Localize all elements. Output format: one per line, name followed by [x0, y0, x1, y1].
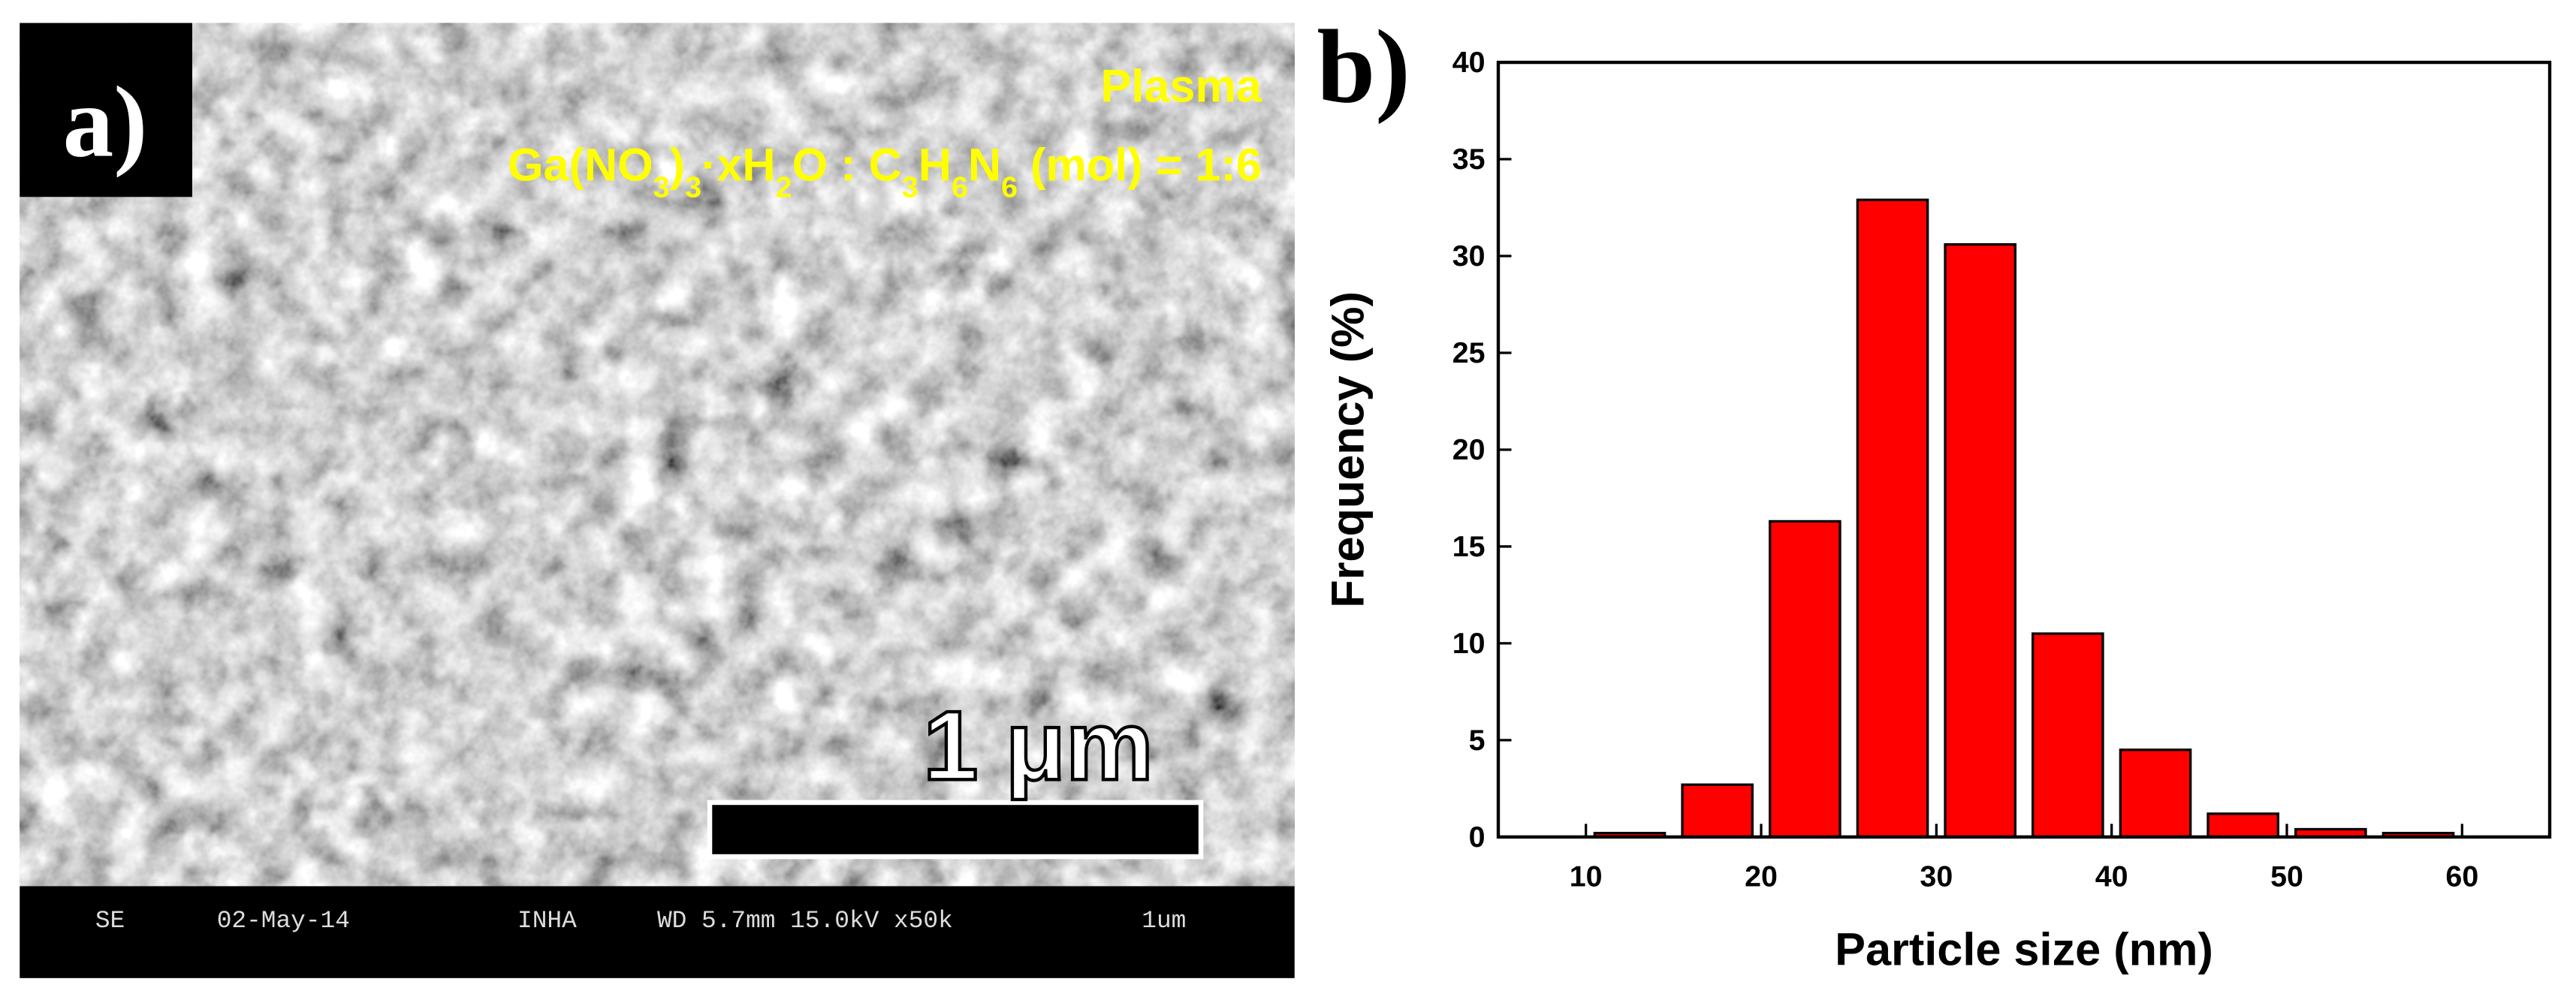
formula-part: 6	[1001, 170, 1018, 203]
info-text: INHA	[517, 907, 577, 935]
panel-label: a)	[63, 66, 148, 179]
formula-part: ·xH	[701, 139, 776, 190]
panel-label-box	[20, 23, 192, 197]
info-text: WD 5.7mm 15.0kV x50k	[657, 907, 953, 935]
formula-part: 3	[653, 170, 670, 203]
annotation: Plasma	[1101, 61, 1262, 112]
sem-image	[20, 23, 1295, 887]
plot-frame	[1496, 60, 2552, 839]
panel-label: b)	[1317, 9, 1410, 125]
info-text: SE	[95, 907, 125, 935]
x-tick-label: 10	[1570, 860, 1603, 893]
x-tick-label: 20	[1745, 860, 1778, 893]
y-tick-label: 0	[1469, 821, 1486, 854]
info-bar	[20, 886, 1295, 978]
formula-part: 6	[952, 170, 968, 203]
bar	[1681, 783, 1754, 839]
histogram: 0 5 10 15 20 25 30 35 40 10 20 30 40 50 60 Particle siz…	[1323, 46, 2552, 974]
formula-part: 2	[776, 170, 792, 203]
y-tick-label: 25	[1452, 336, 1486, 369]
info-text: 1um	[1142, 907, 1186, 935]
y-tick-label: 40	[1452, 46, 1486, 79]
formula-part: (mol) = 1:6	[1018, 139, 1262, 190]
scale-bar	[707, 800, 1204, 860]
y-tick-label: 10	[1452, 627, 1486, 660]
x-tick-label: 40	[2095, 860, 2128, 893]
y-tick-label: 35	[1452, 143, 1486, 176]
y-tick-label: 30	[1452, 239, 1486, 273]
formula-part: 3	[685, 170, 701, 203]
y-tick-label: 5	[1469, 724, 1486, 757]
bar	[1769, 520, 1842, 839]
x-axis-label: Particle size (nm)	[1835, 923, 2213, 974]
scale-bar-label: 1 μm	[923, 690, 1153, 800]
y-axis-label: Frequency (%)	[1323, 291, 1374, 608]
formula-part: O : C	[792, 139, 902, 190]
bar	[2119, 748, 2192, 839]
x-tick-label: 50	[2270, 860, 2303, 893]
bar	[1944, 242, 2016, 839]
formula-part: )	[670, 139, 685, 190]
x-tick-label: 60	[2445, 860, 2478, 893]
formula-part: Ga(NO	[508, 139, 653, 190]
x-tick-label: 30	[1920, 860, 1953, 893]
y-tick-label: 15	[1452, 530, 1486, 563]
bar	[1856, 198, 1929, 839]
info-texts: SE 02-May-14 INHA WD 5.7mm 15.0kV x50k 1um	[95, 907, 1187, 935]
formula-part: 3	[902, 170, 918, 203]
formula-part: N	[968, 139, 1001, 190]
bar	[2032, 632, 2104, 839]
bar	[2206, 812, 2279, 839]
formula: Ga(NO3)3·xH2O : C3H6N6 (mol) = 1:6	[508, 139, 1262, 203]
info-text: 02-May-14	[217, 907, 350, 935]
y-tick-label: 20	[1452, 433, 1486, 466]
formula-part: H	[918, 139, 952, 190]
